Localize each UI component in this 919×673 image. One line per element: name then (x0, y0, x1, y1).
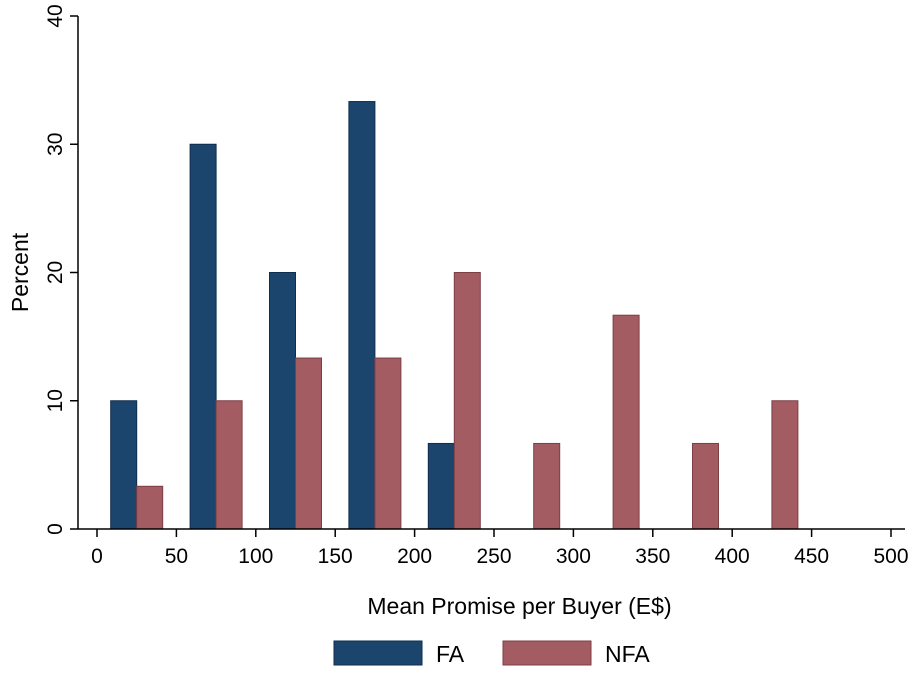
bar-nfa-3 (374, 357, 402, 530)
x-tick-label: 150 (318, 545, 353, 568)
legend-label-fa: FA (436, 641, 465, 667)
x-tick-label: 200 (397, 545, 432, 568)
bar-nfa-7 (692, 442, 719, 530)
x-axis-title: Mean Promise per Buyer (E$) (367, 593, 671, 619)
bar-fa-4 (427, 442, 455, 530)
y-tick-label: 40 (44, 4, 67, 27)
x-tick-label: 50 (165, 545, 188, 568)
y-tick-label: 0 (44, 523, 67, 535)
bar-nfa-1 (215, 400, 243, 530)
bars-group (110, 101, 799, 530)
x-axis-ticks: 0 50 100 150 200 250 300 350 400 450 500 (91, 529, 909, 568)
y-tick-label: 30 (44, 133, 67, 156)
x-tick-label: 400 (715, 545, 750, 568)
x-tick-label: 350 (635, 545, 670, 568)
bar-nfa-8 (771, 400, 799, 530)
y-axis-ticks: 0 10 20 30 40 (44, 4, 78, 535)
bar-nfa-5 (533, 442, 561, 530)
legend-label-nfa: NFA (605, 641, 650, 667)
x-tick-label: 500 (873, 545, 908, 568)
y-axis-title: Percent (7, 232, 33, 312)
bar-fa-2 (269, 272, 296, 530)
bar-nfa-2 (295, 357, 322, 530)
legend-swatch-nfa (502, 640, 592, 666)
y-tick-label: 10 (44, 389, 67, 412)
x-tick-label: 450 (794, 545, 829, 568)
bar-fa-1 (189, 143, 217, 530)
legend-swatch-fa (333, 640, 423, 666)
x-tick-label: 0 (91, 545, 103, 568)
x-tick-label: 100 (238, 545, 273, 568)
bar-nfa-4 (453, 272, 481, 530)
x-tick-label: 300 (556, 545, 591, 568)
bar-fa-3 (348, 101, 376, 530)
x-tick-label: 250 (476, 545, 511, 568)
bar-fa-0 (110, 400, 138, 530)
y-tick-label: 20 (44, 261, 67, 284)
bar-nfa-0 (136, 485, 164, 530)
bar-nfa-6 (612, 314, 640, 530)
legend: FA NFA (333, 640, 650, 667)
